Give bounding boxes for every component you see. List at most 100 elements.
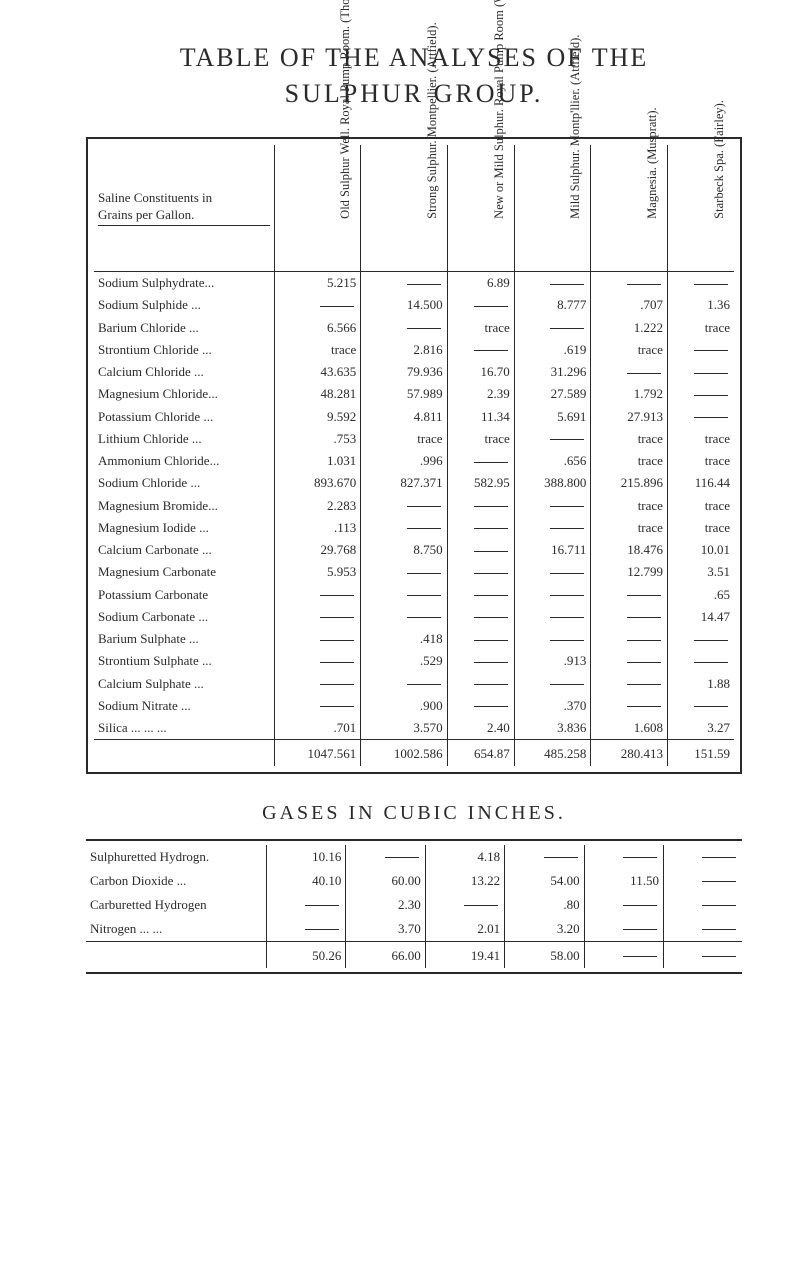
- value-cell: 12.799: [591, 561, 668, 583]
- value-cell: [667, 650, 734, 672]
- col-header-2: New or Mild Sulphur. Royal Pump Room (W.…: [447, 145, 514, 272]
- title-line-2: SULPHUR GROUP.: [86, 79, 742, 109]
- constituent-name: Strontium Sulphate ...: [94, 650, 275, 672]
- constituent-name: Ammonium Chloride...: [94, 450, 275, 472]
- value-cell: 5.953: [275, 561, 361, 583]
- total-cell: 19.41: [425, 941, 504, 968]
- value-cell: 1.792: [591, 383, 668, 405]
- value-cell: [447, 495, 514, 517]
- value-cell: 14.500: [361, 294, 447, 316]
- value-cell: [447, 561, 514, 583]
- value-cell: .707: [591, 294, 668, 316]
- value-cell: 27.913: [591, 406, 668, 428]
- col-header-3: Mild Sulphur. Montp'llier. (Attfield).: [514, 145, 591, 272]
- table-row: Calcium Chloride ...43.63579.93616.7031.…: [94, 361, 734, 383]
- constituent-name: Silica ... ... ...: [94, 717, 275, 740]
- value-cell: [514, 495, 591, 517]
- gas-name: Nitrogen ... ...: [86, 917, 267, 942]
- page: TABLE OF THE ANALYSES OF THE SULPHUR GRO…: [0, 0, 800, 1285]
- gas-name: Carbon Dioxide ...: [86, 869, 267, 893]
- value-cell: [447, 650, 514, 672]
- value-cell: 2.30: [346, 893, 425, 917]
- value-cell: [447, 695, 514, 717]
- value-cell: [514, 517, 591, 539]
- table-row: Barium Sulphate ....418: [94, 628, 734, 650]
- row-header-line2: Grains per Gallon.: [98, 207, 270, 223]
- value-cell: .900: [361, 695, 447, 717]
- table-row: Calcium Sulphate ...1.88: [94, 673, 734, 695]
- table-row: Sodium Nitrate ....900.370: [94, 695, 734, 717]
- value-cell: [514, 428, 591, 450]
- value-cell: [346, 845, 425, 869]
- value-cell: [361, 317, 447, 339]
- value-cell: 3.51: [667, 561, 734, 583]
- value-cell: [361, 561, 447, 583]
- constituent-name: Sodium Chloride ...: [94, 472, 275, 494]
- constituent-name: Potassium Carbonate: [94, 584, 275, 606]
- value-cell: [514, 561, 591, 583]
- value-cell: .619: [514, 339, 591, 361]
- value-cell: [667, 406, 734, 428]
- total-cell: 58.00: [505, 941, 584, 968]
- value-cell: trace: [667, 428, 734, 450]
- value-cell: 18.476: [591, 539, 668, 561]
- value-cell: [591, 272, 668, 295]
- table-row: Barium Chloride ...6.566trace1.222trace: [94, 317, 734, 339]
- value-cell: 11.50: [584, 869, 663, 893]
- constituent-name: Calcium Sulphate ...: [94, 673, 275, 695]
- value-cell: 31.296: [514, 361, 591, 383]
- value-cell: 79.936: [361, 361, 447, 383]
- table-row: Strontium Chloride ...trace2.816.619trac…: [94, 339, 734, 361]
- value-cell: trace: [447, 317, 514, 339]
- value-cell: 582.95: [447, 472, 514, 494]
- value-cell: 1.608: [591, 717, 668, 740]
- constituent-name: Strontium Chloride ...: [94, 339, 275, 361]
- value-cell: 388.800: [514, 472, 591, 494]
- value-cell: [667, 339, 734, 361]
- value-cell: 60.00: [346, 869, 425, 893]
- value-cell: trace: [667, 517, 734, 539]
- table-row: Carburetted Hydrogen2.30.80: [86, 893, 742, 917]
- value-cell: 1.031: [275, 450, 361, 472]
- value-cell: .753: [275, 428, 361, 450]
- col-header-0: Old Sulphur Well. Royal Pump Room. (Thor…: [275, 145, 361, 272]
- totals-row: 50.2666.0019.4158.00: [86, 941, 742, 968]
- value-cell: 16.70: [447, 361, 514, 383]
- table-row: Magnesium Bromide...2.283tracetrace: [94, 495, 734, 517]
- row-header-cell: Saline Constituents in Grains per Gallon…: [94, 145, 275, 272]
- value-cell: [667, 361, 734, 383]
- value-cell: [591, 584, 668, 606]
- value-cell: [591, 673, 668, 695]
- value-cell: trace: [667, 317, 734, 339]
- title-line-1: TABLE OF THE ANALYSES OF THE: [86, 40, 742, 75]
- value-cell: [591, 628, 668, 650]
- constituent-name: Lithium Chloride ...: [94, 428, 275, 450]
- value-cell: 57.989: [361, 383, 447, 405]
- value-cell: 8.777: [514, 294, 591, 316]
- main-table: Saline Constituents in Grains per Gallon…: [94, 145, 734, 766]
- total-cell: [663, 941, 742, 968]
- value-cell: [667, 383, 734, 405]
- gases-title: GASES IN CUBIC INCHES.: [86, 802, 742, 825]
- value-cell: [667, 272, 734, 295]
- value-cell: 13.22: [425, 869, 504, 893]
- total-cell: 1002.586: [361, 740, 447, 766]
- value-cell: [667, 695, 734, 717]
- total-cell: 1047.561: [275, 740, 361, 766]
- value-cell: [514, 272, 591, 295]
- value-cell: [275, 606, 361, 628]
- value-cell: 3.70: [346, 917, 425, 942]
- value-cell: 2.01: [425, 917, 504, 942]
- value-cell: [275, 650, 361, 672]
- table-row: Sodium Sulphydrate...5.2156.89: [94, 272, 734, 295]
- value-cell: .113: [275, 517, 361, 539]
- constituent-name: Magnesium Iodide ...: [94, 517, 275, 539]
- total-cell: 50.26: [267, 941, 346, 968]
- value-cell: 54.00: [505, 869, 584, 893]
- value-cell: 2.40: [447, 717, 514, 740]
- table-row: Potassium Carbonate.65: [94, 584, 734, 606]
- total-cell: [584, 941, 663, 968]
- constituent-name: Magnesium Bromide...: [94, 495, 275, 517]
- value-cell: [275, 584, 361, 606]
- value-cell: 16.711: [514, 539, 591, 561]
